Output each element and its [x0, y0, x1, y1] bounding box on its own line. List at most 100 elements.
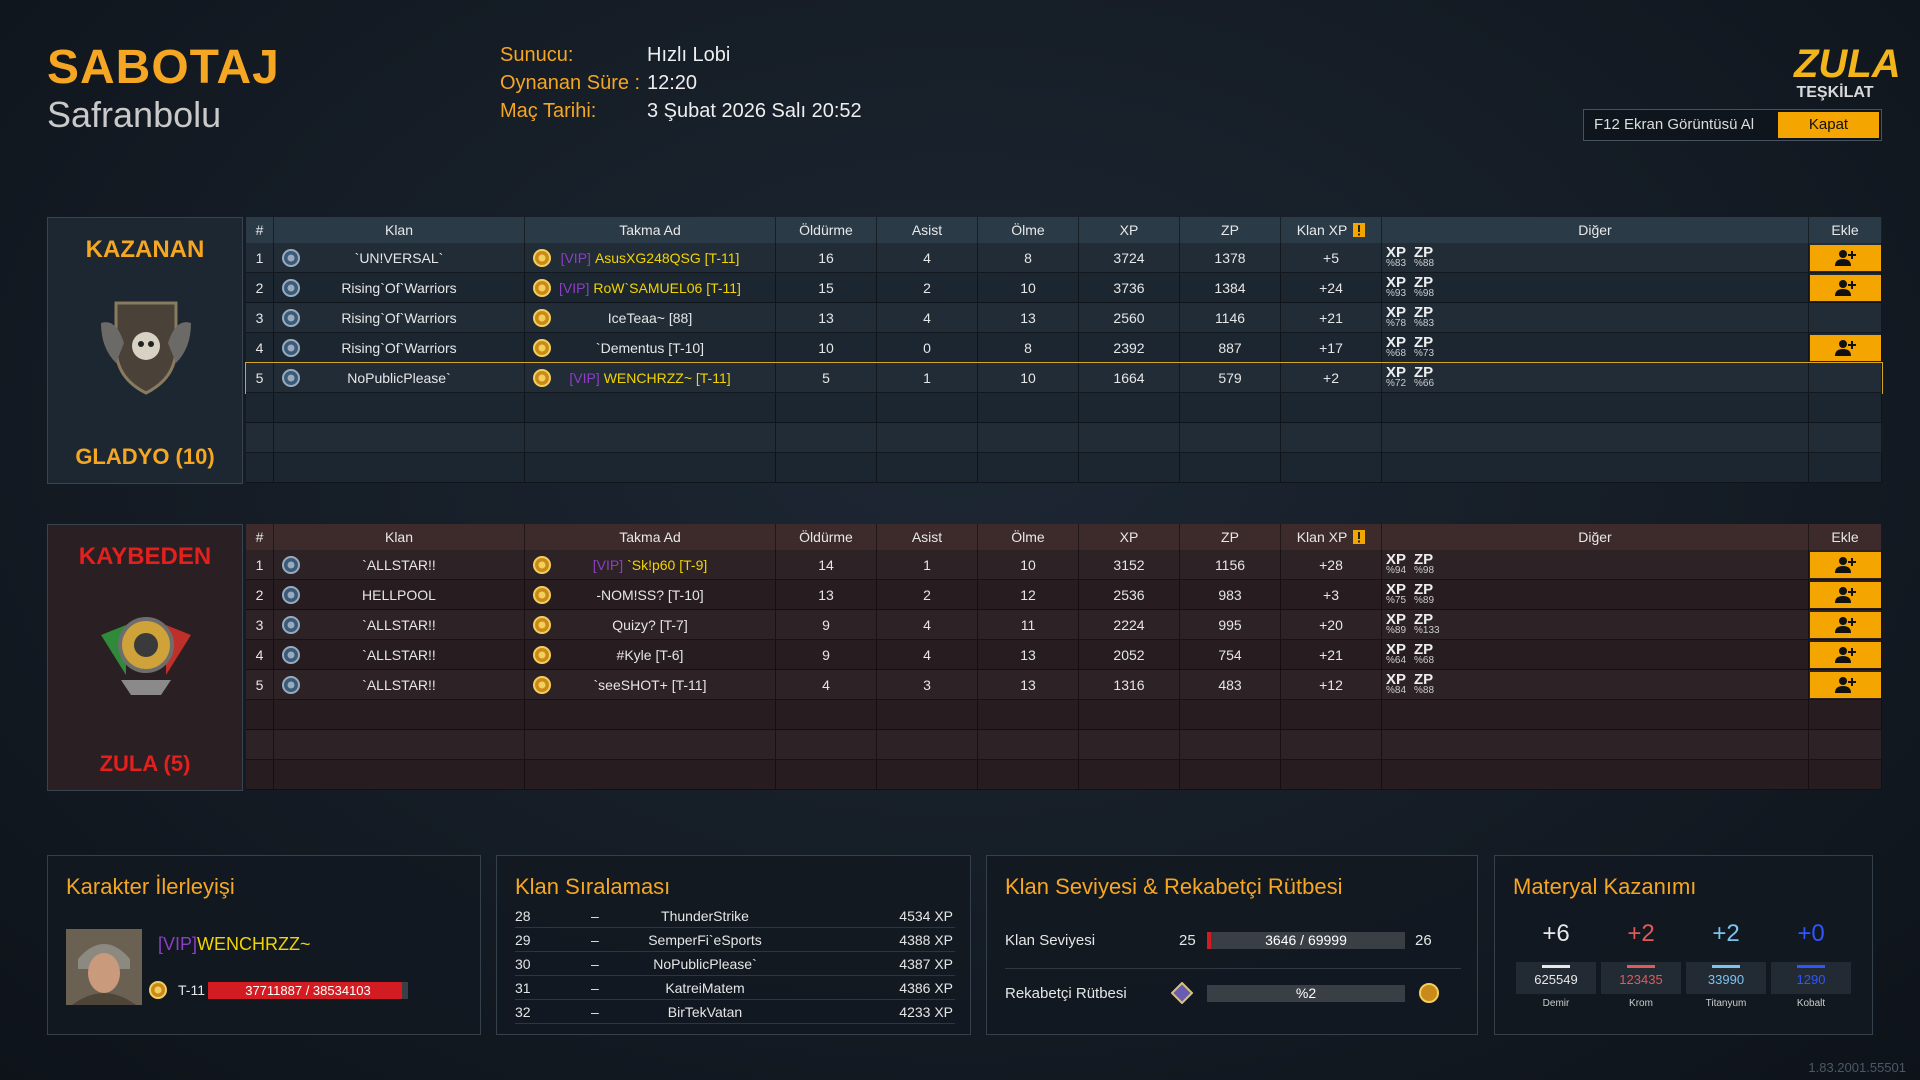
- team-result: KAYBEDEN: [78, 543, 212, 570]
- table-cell: 0: [877, 333, 978, 362]
- table-cell: [877, 700, 978, 729]
- add-friend-button[interactable]: [1810, 672, 1881, 698]
- table-cell: 887: [1180, 333, 1281, 362]
- bonus-label: XP: [1386, 640, 1407, 658]
- version: 1.83.2001.55501: [1808, 1060, 1906, 1075]
- table-cell: +21: [1281, 303, 1382, 332]
- ranking-name: BirTekVatan: [667, 1004, 743, 1020]
- material-name: Kobalt: [1796, 998, 1826, 1009]
- table-cell: [978, 423, 1079, 452]
- stat: 2: [923, 586, 931, 603]
- logo-title: ZULA: [1794, 42, 1901, 86]
- table-cell: 5: [246, 363, 274, 392]
- bonus-label: XP: [1386, 610, 1407, 628]
- stat: 4: [822, 676, 830, 693]
- add-friend-button[interactable]: [1810, 642, 1881, 668]
- add-friend-icon: [1834, 340, 1856, 356]
- table-cell: 10: [978, 363, 1079, 392]
- bonus-badge: XP %89: [1386, 610, 1407, 636]
- add-friend-button[interactable]: [1810, 582, 1881, 608]
- clan-level-bar: 3646 / 69999: [1207, 932, 1405, 949]
- add-friend-button[interactable]: [1810, 245, 1881, 271]
- table-cell: [1809, 273, 1882, 302]
- vip-tag: [VIP]: [569, 369, 600, 386]
- bonus-value: %72: [1386, 377, 1407, 389]
- xp-bar-fill: [208, 982, 402, 999]
- ranking-xp: 4386 XP: [899, 980, 953, 996]
- stat: 1384: [1214, 279, 1246, 296]
- bonus-badge: XP %94: [1386, 552, 1406, 576]
- bonus-badge: XP %75: [1386, 582, 1406, 606]
- column-header: Öldürme: [776, 217, 877, 243]
- icon: [282, 339, 300, 357]
- table-cell: +24: [1281, 273, 1382, 302]
- column-header: Ekle: [1809, 524, 1882, 550]
- bonus-badge: ZP %133: [1414, 612, 1440, 636]
- stat: +3: [1323, 586, 1339, 603]
- table-cell: 1316: [1079, 670, 1180, 699]
- table-row: 3 `ALLSTAR!! Quizy? [T-7] 9 4 11 2224 995 +20 XP%…: [246, 610, 1882, 640]
- stat: +17: [1319, 339, 1343, 356]
- table-cell: 13: [978, 303, 1079, 332]
- table-cell: XP %84 ZP %88: [1382, 670, 1809, 699]
- bonus-label: XP: [1386, 670, 1407, 688]
- table-cell: [VIP] WENCHRZZ~ [T-11]: [525, 363, 776, 392]
- table-header: # Klan Takma Ad Öldürme Asist Ölme XP ZP Klan XP…: [246, 217, 1882, 243]
- stat: 2052: [1113, 646, 1145, 663]
- clan-name: `ALLSTAR!!: [362, 676, 436, 693]
- table-cell: [776, 453, 877, 482]
- bonus-label: ZP: [1414, 243, 1434, 261]
- nick: `Sk!p60 [T-9]: [627, 556, 708, 573]
- table-cell: [246, 700, 274, 729]
- column-header: Klan: [274, 217, 525, 243]
- bonus-value: %84: [1386, 684, 1407, 696]
- material-name: Demir: [1542, 998, 1570, 1009]
- column-header: Öldürme: [776, 524, 877, 550]
- table-cell: 5: [246, 670, 274, 699]
- info-value: 12:20: [647, 72, 698, 94]
- table-cell: XP %75 ZP %89: [1382, 580, 1809, 609]
- clan-name: Rising`Of`Warriors: [341, 339, 457, 356]
- add-friend-button[interactable]: [1810, 552, 1881, 578]
- stat: 14: [818, 556, 834, 573]
- competitive-bar: %2: [1207, 985, 1405, 1002]
- column-header: Asist: [877, 524, 978, 550]
- table-row: 4 `ALLSTAR!! #Kyle [T-6] 9 4 13 2052 754 +21 XP %6…: [246, 640, 1882, 670]
- table-cell: [877, 760, 978, 789]
- nick: IceTeaa~ [88]: [607, 309, 693, 326]
- table-cell: [1809, 700, 1882, 729]
- material-bar: [1542, 965, 1570, 968]
- table-cell: XP %89 ZP %133: [1382, 610, 1809, 639]
- info-label: Maç Tarihi:: [500, 100, 597, 122]
- ranking-xp: 4388 XP: [899, 932, 953, 948]
- bar-fill: [1207, 932, 1211, 949]
- icon: [533, 279, 551, 297]
- bonus-label: XP: [1386, 303, 1407, 321]
- material-gain: +0: [1797, 920, 1825, 947]
- stat: 11: [1020, 616, 1036, 633]
- close-button[interactable]: Kapat: [1778, 112, 1879, 138]
- table-cell: [1809, 640, 1882, 669]
- icon: [1353, 223, 1366, 237]
- table-cell: +21: [1281, 640, 1382, 669]
- ranking-change: –: [591, 908, 599, 924]
- screenshot-button[interactable]: F12 Ekran Görüntüsü Al: [1594, 116, 1755, 133]
- nick: AsusXG248QSG [T-11]: [594, 249, 740, 266]
- table-cell: 8: [978, 333, 1079, 362]
- clan-name: NoPublicPlease`: [347, 369, 451, 386]
- stat: 10: [1020, 369, 1036, 386]
- rank-icon-next: [1418, 982, 1440, 1004]
- material-total: 1290: [1796, 972, 1826, 987]
- table-cell: [246, 393, 274, 422]
- table-cell: 2536: [1079, 580, 1180, 609]
- stat: 1: [923, 369, 931, 386]
- icon: [282, 249, 300, 267]
- clan-name: `ALLSTAR!!: [362, 646, 436, 663]
- add-friend-button[interactable]: [1810, 275, 1881, 301]
- add-friend-button[interactable]: [1810, 612, 1881, 638]
- table-cell: Quizy? [T-7]: [525, 610, 776, 639]
- stat: 754: [1218, 646, 1242, 663]
- table-cell: 1664: [1079, 363, 1180, 392]
- add-friend-button[interactable]: [1810, 335, 1881, 361]
- rank-badge: [532, 555, 552, 575]
